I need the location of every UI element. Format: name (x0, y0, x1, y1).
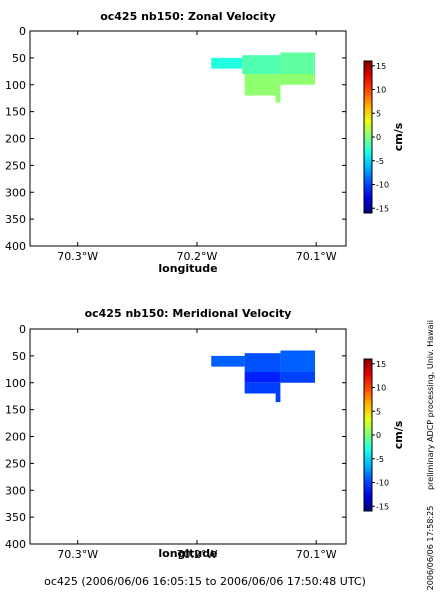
velocity-cell (244, 74, 281, 96)
x-tick-label: 70.3°W (57, 548, 98, 561)
timestamp: 2006/06/06 17:58:25 (426, 506, 435, 591)
velocity-cell (275, 393, 281, 403)
y-tick-label: 0 (19, 25, 26, 38)
colorbar-tick-label: -10 (376, 181, 389, 190)
colorbar-tick-label: 15 (376, 62, 386, 71)
x-tick-label: 70.1°W (296, 548, 337, 561)
velocity-cell (211, 57, 243, 69)
colorbar (363, 60, 373, 214)
colorbar-tick-label: -15 (376, 204, 389, 213)
colorbar-label: cm/s (392, 420, 405, 449)
y-tick-label: 150 (5, 404, 26, 417)
colorbar-tick-label: 10 (376, 86, 386, 95)
x-tick-label: 70.3°W (57, 250, 98, 263)
velocity-cell (280, 372, 315, 383)
y-tick-label: 100 (5, 377, 26, 390)
velocity-cell (244, 382, 281, 394)
velocity-cell (280, 74, 315, 85)
y-tick-label: 250 (5, 457, 26, 470)
chart-panel-2: oc425 nb150: Meridional Velocity05010015… (5, 307, 405, 561)
y-tick-label: 250 (5, 159, 26, 172)
chart-panel-1: oc425 nb150: Zonal Velocity0501001502002… (5, 10, 405, 275)
colorbar-tick-label: 5 (376, 407, 381, 416)
y-tick-label: 150 (5, 106, 26, 119)
colorbar-tick-label: -15 (376, 502, 389, 511)
x-axis-label: longitude (158, 262, 217, 275)
y-tick-label: 300 (5, 484, 26, 497)
velocity-cell (275, 95, 281, 103)
y-tick-label: 350 (5, 213, 26, 226)
x-axis-label: longitude (158, 547, 217, 560)
chart-title: oc425 nb150: Zonal Velocity (100, 10, 276, 23)
processing-credit: preliminary ADCP processing, Univ. Hawai… (426, 320, 435, 490)
y-tick-label: 0 (19, 323, 26, 336)
velocity-cell (211, 355, 245, 367)
y-tick-label: 400 (5, 538, 26, 551)
velocity-cell (280, 52, 315, 74)
colorbar-tick-label: -5 (376, 455, 384, 464)
y-tick-label: 350 (5, 511, 26, 524)
colorbar-tick-label: 0 (376, 133, 381, 142)
y-tick-label: 50 (12, 350, 26, 363)
colorbar-tick-label: 0 (376, 431, 381, 440)
y-tick-label: 400 (5, 240, 26, 253)
chart-title: oc425 nb150: Meridional Velocity (85, 307, 292, 320)
colorbar-tick-label: 5 (376, 109, 381, 118)
colorbar (363, 358, 373, 512)
velocity-cell (242, 55, 281, 74)
y-tick-label: 200 (5, 431, 26, 444)
x-tick-label: 70.2°W (177, 548, 218, 561)
time-range-caption: oc425 (2006/06/06 16:05:15 to 2006/06/06… (44, 575, 366, 588)
colorbar-label: cm/s (392, 122, 405, 151)
y-tick-label: 300 (5, 186, 26, 199)
velocity-cell (244, 353, 281, 372)
velocity-cell (244, 372, 281, 383)
colorbar-tick-label: -5 (376, 157, 384, 166)
x-tick-label: 70.2°W (177, 250, 218, 263)
colorbar-tick-label: 10 (376, 384, 386, 393)
y-tick-label: 200 (5, 133, 26, 146)
x-tick-label: 70.1°W (296, 250, 337, 263)
colorbar-tick-label: 15 (376, 360, 386, 369)
velocity-cell (280, 350, 315, 372)
colorbar-tick-label: -10 (376, 479, 389, 488)
y-tick-label: 50 (12, 52, 26, 65)
y-tick-label: 100 (5, 79, 26, 92)
